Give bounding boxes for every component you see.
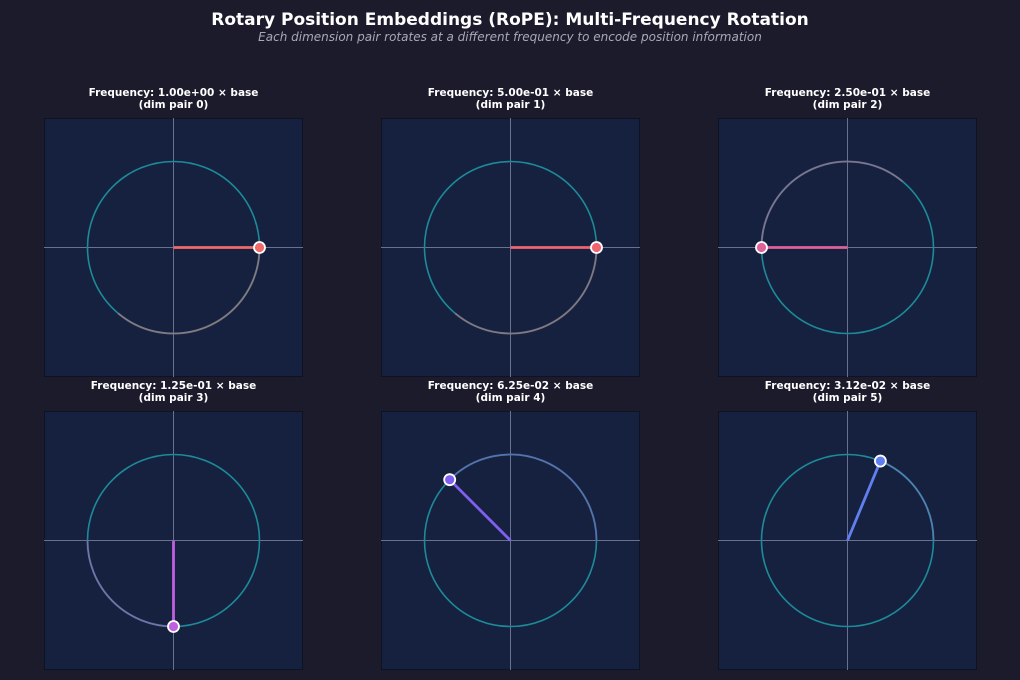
position-point: [167, 620, 180, 633]
panel-plot: [44, 411, 303, 670]
panel-plot: [718, 118, 977, 377]
panel-title-freq: Frequency: 1.00e+00 × base: [88, 87, 259, 99]
panel-title-dim: (dim pair 5): [812, 392, 883, 404]
panel-plot: [44, 118, 303, 377]
panel-title: Frequency: 5.00e-01 × base (dim pair 1): [381, 87, 640, 111]
panel-title-freq: Frequency: 3.12e-02 × base: [764, 380, 931, 392]
chart-title: Rotary Position Embeddings (RoPE): Multi…: [211, 10, 809, 30]
panel-title-dim: (dim pair 4): [475, 392, 546, 404]
panel-plot: [381, 411, 640, 670]
panel-plot: [718, 411, 977, 670]
rotation-vector: [448, 478, 512, 542]
panel-title-dim: (dim pair 2): [812, 99, 883, 111]
panel-title: Frequency: 1.25e-01 × base (dim pair 3): [44, 380, 303, 404]
rotation-trail: [760, 160, 904, 248]
panel-title-dim: (dim pair 1): [475, 99, 546, 111]
rotation-trail: [454, 247, 598, 335]
panel-title-dim: (dim pair 0): [138, 99, 209, 111]
position-point: [443, 473, 457, 487]
panel-title: Frequency: 1.00e+00 × base (dim pair 0): [44, 87, 303, 111]
rotation-trail: [880, 460, 935, 541]
panel-title-freq: Frequency: 1.25e-01 × base: [90, 380, 257, 392]
rotation-trail: [86, 540, 174, 628]
panel-title-freq: Frequency: 5.00e-01 × base: [427, 87, 594, 99]
position-point: [755, 241, 768, 254]
rotation-trail: [117, 247, 261, 335]
panel-title: Frequency: 3.12e-02 × base (dim pair 5): [718, 380, 977, 404]
panel-title: Frequency: 6.25e-02 × base (dim pair 4): [381, 380, 640, 404]
rotation-vector: [846, 460, 882, 542]
position-point: [590, 241, 603, 254]
rotation-trail: [448, 453, 598, 541]
panel-title-freq: Frequency: 2.50e-01 × base: [764, 87, 931, 99]
chart-subtitle: Each dimension pair rotates at a differe…: [258, 30, 762, 44]
position-point: [874, 454, 887, 468]
panel-plot: [381, 118, 640, 377]
panel-title-freq: Frequency: 6.25e-02 × base: [427, 380, 594, 392]
panel-title-dim: (dim pair 3): [138, 392, 209, 404]
position-point: [253, 241, 266, 254]
panel-title: Frequency: 2.50e-01 × base (dim pair 2): [718, 87, 977, 111]
